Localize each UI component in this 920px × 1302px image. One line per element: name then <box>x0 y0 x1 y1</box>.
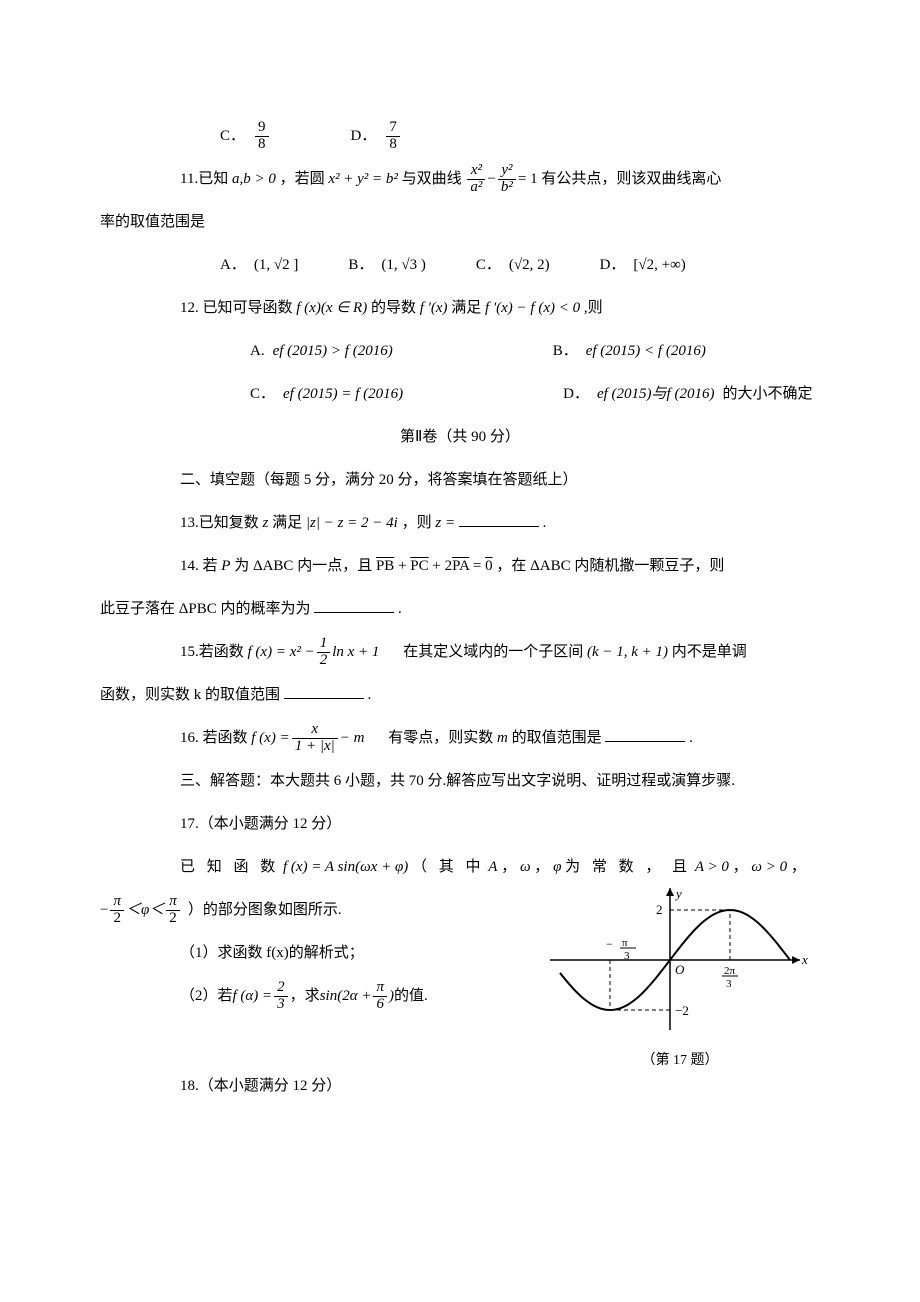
section-2-heading: 二、填空题（每题 5 分，满分 20 分，将答案填在答题纸上） <box>100 464 820 497</box>
svg-text:2: 2 <box>656 902 663 917</box>
blank <box>284 683 364 699</box>
q14-line2: 此豆子落在 ΔPBC 内的概率为为 . <box>100 593 820 626</box>
part2-title: 第Ⅱ卷（共 90 分） <box>100 421 820 454</box>
blank <box>605 726 685 742</box>
svg-text:3: 3 <box>624 950 630 962</box>
section-3-heading: 三、解答题：本大题共 6 小题，共 70 分.解答应写出文字说明、证明过程或演算… <box>100 765 820 798</box>
fraction: 7 8 <box>386 120 400 153</box>
exam-page: C． 9 8 D． 7 8 11.已知 a,b > 0 ，若圆 x² + y² … <box>0 0 920 1169</box>
q11-choice-a: A． (1, √2 ] <box>220 249 298 282</box>
choice-label: C． <box>220 120 245 153</box>
q12-choice-c: C． ef (2015) = f (2016) <box>250 378 403 411</box>
blank <box>314 597 394 613</box>
svg-text:π: π <box>622 937 628 949</box>
svg-text:O: O <box>675 962 685 977</box>
figure-caption: （第 17 题） <box>540 1049 820 1069</box>
q12-choices-2: C． ef (2015) = f (2016) D． ef (2015)与f (… <box>100 378 820 411</box>
q11-choice-c: C． (√2, 2) <box>476 249 550 282</box>
choice-label: D． <box>351 120 377 153</box>
q15-line1: 15.若函数 f (x) = x² − 12 ln x + 1 在其定义域内的一… <box>100 636 820 669</box>
svg-text:−2: −2 <box>675 1003 689 1018</box>
q17-stem-line2: − π2 ＜φ＜ π2 ）的部分图象如图所示. <box>100 894 540 927</box>
q11-choice-b: B． (1, √3 ) <box>348 249 426 282</box>
q12-choices-1: A. ef (2015) > f (2016) B． ef (2015) < f… <box>100 335 820 368</box>
q13: 13.已知复数 z 满足 |z| − z = 2 − 4i ，则 z = . <box>100 507 820 540</box>
hyperbola-eq: x²a² − y²b² = 1 <box>465 163 537 196</box>
q17-heading: 17.（本小题满分 12 分） <box>100 808 820 841</box>
vector-eq: PB + PC + 2PA = 0 <box>376 558 496 574</box>
q17-sub2: （2）若 f (α) = 23 ，求 sin(2α + π6 ) 的值. <box>100 980 540 1013</box>
q15-line2: 函数，则实数 k 的取值范围 . <box>100 679 820 712</box>
q10-choice-c: C． 9 8 <box>220 120 271 153</box>
q16: 16. 若函数 f (x) = x1 + |x| − m 有零点，则实数 m 的… <box>100 722 820 755</box>
q12-stem: 12. 已知可导函数 f (x)(x ∈ R) 的导数 f '(x) 满足 f … <box>100 292 820 325</box>
q11-stem: 11.已知 a,b > 0 ，若圆 x² + y² = b² 与双曲线 x²a²… <box>100 163 820 196</box>
svg-text:2π: 2π <box>724 965 736 977</box>
svg-text:y: y <box>674 886 682 901</box>
svg-text:x: x <box>801 952 808 967</box>
q14-line1: 14. 若 P 为 ΔABC 内一点，且 PB + PC + 2PA = 0 ，… <box>100 550 820 583</box>
q11-stem-tail: 率的取值范围是 <box>100 206 820 239</box>
q11-choices: A． (1, √2 ] B． (1, √3 ) C． (√2, 2) D． [√… <box>100 249 820 282</box>
q12-choice-a: A. ef (2015) > f (2016) <box>250 335 393 368</box>
q18-heading: 18.（本小题满分 12 分） <box>100 1070 820 1103</box>
q12-choice-d: D． ef (2015)与f (2016)的大小不确定 <box>563 378 812 411</box>
q11-choice-d: D． [√2, +∞) <box>600 249 686 282</box>
svg-text:3: 3 <box>726 978 732 990</box>
blank <box>459 511 539 527</box>
svg-text:−: − <box>606 937 613 951</box>
fraction: 9 8 <box>255 120 269 153</box>
sine-graph-icon: yxO2−2− π32π3 <box>540 880 820 1040</box>
q10-choices: C． 9 8 D． 7 8 <box>100 120 820 153</box>
q17-figure: yxO2−2− π32π3 （第 17 题） <box>540 880 820 1060</box>
q10-choice-d: D． 7 8 <box>351 120 402 153</box>
q12-choice-b: B． ef (2015) < f (2016) <box>553 335 706 368</box>
